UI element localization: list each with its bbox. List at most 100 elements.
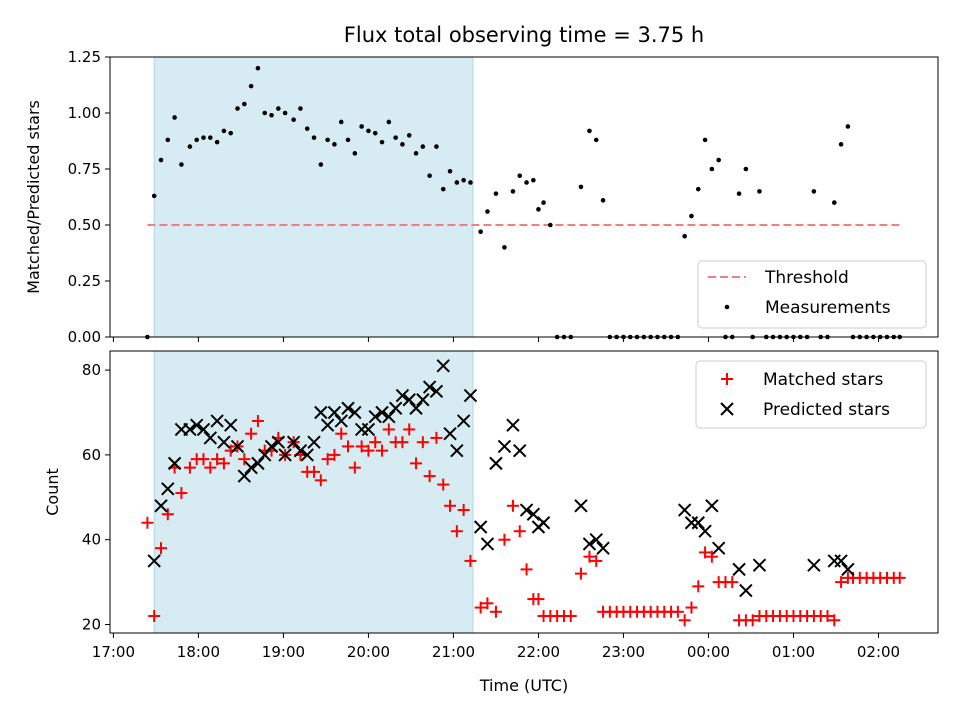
measurement-point bbox=[208, 135, 213, 140]
predicted-stars-point bbox=[473, 520, 488, 534]
measurement-point bbox=[304, 126, 310, 131]
matched-stars-point bbox=[342, 440, 355, 453]
predicted-stars-point bbox=[395, 388, 410, 403]
predicted-stars-point bbox=[416, 393, 430, 407]
measurement-point bbox=[831, 200, 837, 205]
matched-stars-point bbox=[726, 576, 739, 589]
matched-stars-point bbox=[583, 550, 596, 563]
ratio-legend-box bbox=[697, 260, 927, 329]
x-tick-label: 19:00 bbox=[262, 643, 305, 661]
predicted-stars-point bbox=[698, 524, 712, 538]
measurement-point bbox=[716, 157, 721, 163]
measurement-point bbox=[548, 222, 553, 228]
predicted-stars-point bbox=[196, 422, 211, 437]
predicted-stars-point bbox=[161, 482, 175, 496]
measurement-point bbox=[447, 168, 453, 174]
predicted-stars-point bbox=[402, 393, 416, 407]
measurement-point bbox=[695, 186, 701, 192]
predicted-stars-point bbox=[513, 443, 527, 458]
measurement-point bbox=[221, 128, 227, 134]
predicted-stars-point bbox=[480, 537, 495, 551]
measurement-point bbox=[298, 106, 303, 111]
measurement-point bbox=[332, 142, 337, 147]
predicted-stars-point bbox=[154, 499, 168, 513]
predicted-stars-point bbox=[436, 359, 450, 373]
measurement-point bbox=[510, 189, 516, 194]
predicted-stars-point bbox=[463, 388, 478, 403]
legend-measurements-label: Measurements bbox=[765, 298, 891, 318]
measurement-point bbox=[158, 157, 164, 163]
predicted-stars-point bbox=[732, 562, 746, 577]
matched-stars-point bbox=[590, 554, 603, 567]
predicted-stars-point bbox=[278, 448, 292, 462]
measurement-point bbox=[386, 119, 392, 125]
predicted-stars-point bbox=[348, 405, 362, 420]
measurement-point bbox=[359, 124, 364, 129]
measurement-point bbox=[413, 151, 419, 156]
measurement-point bbox=[325, 137, 330, 143]
matched-stars-point bbox=[705, 550, 718, 563]
matched-stars-point bbox=[403, 423, 416, 436]
measurement-point bbox=[536, 207, 541, 212]
measurement-point bbox=[406, 133, 412, 138]
matched-stars-point bbox=[161, 508, 174, 521]
matched-stars-point bbox=[217, 457, 230, 470]
matched-stars-point bbox=[671, 605, 684, 618]
predicted-stars-point bbox=[224, 418, 238, 432]
predicted-stars-point bbox=[834, 554, 848, 568]
predicted-stars-point bbox=[450, 443, 464, 458]
measurement-point bbox=[689, 213, 694, 219]
matched-stars-point bbox=[197, 453, 210, 466]
ratio-y-tick-label: 0.50 bbox=[68, 216, 101, 234]
matched-stars-point bbox=[141, 516, 154, 529]
matched-stars-point bbox=[481, 597, 494, 610]
matched-stars-point bbox=[457, 504, 470, 517]
measurement-point bbox=[311, 135, 317, 140]
ratio-y-tick-label: 1.25 bbox=[68, 48, 101, 66]
measurement-point bbox=[242, 101, 247, 107]
matched-stars-point bbox=[224, 444, 237, 457]
measurement-point bbox=[400, 142, 405, 147]
predicted-stars-point bbox=[691, 516, 705, 530]
measurement-point bbox=[578, 184, 584, 190]
measurement-point bbox=[194, 137, 200, 143]
predicted-stars-point bbox=[677, 503, 692, 517]
count-legend: Matched stars Predicted stars bbox=[695, 360, 927, 429]
measurement-point bbox=[736, 191, 742, 196]
predicted-stars-point bbox=[711, 541, 726, 555]
matched-stars-point bbox=[489, 605, 502, 618]
matched-stars-point bbox=[746, 614, 759, 627]
matched-stars-point bbox=[574, 567, 587, 580]
x-tick-label: 17:00 bbox=[92, 643, 135, 661]
predicted-stars-point bbox=[409, 401, 423, 415]
measurement-point bbox=[524, 180, 529, 185]
matched-stars-point bbox=[437, 478, 450, 491]
predicted-stars-point bbox=[582, 537, 597, 551]
matched-stars-point bbox=[678, 614, 691, 627]
measurement-point bbox=[838, 142, 844, 147]
predicted-stars-point bbox=[807, 558, 821, 572]
predicted-stars-point bbox=[341, 401, 355, 415]
matched-stars-point bbox=[245, 427, 258, 440]
matched-stars-point bbox=[520, 563, 533, 576]
measurement-point bbox=[282, 110, 288, 116]
measurement-point bbox=[427, 173, 432, 179]
measurement-point bbox=[485, 209, 490, 214]
predicted-stars-point bbox=[271, 435, 286, 449]
predicted-stars-point bbox=[489, 456, 503, 471]
measurement-point bbox=[600, 198, 606, 203]
predicted-stars-point bbox=[429, 384, 444, 398]
matched-stars-point bbox=[423, 470, 436, 483]
predicted-stars-point bbox=[217, 435, 231, 449]
matched-stars-point bbox=[335, 427, 348, 440]
measurement-point bbox=[179, 162, 184, 167]
measurement-point bbox=[372, 130, 378, 136]
predicted-stars-point bbox=[589, 532, 603, 547]
matched-stars-point bbox=[355, 440, 368, 453]
matched-stars-point bbox=[821, 610, 834, 623]
predicted-stars-point bbox=[300, 448, 314, 462]
matched-stars-point bbox=[474, 601, 487, 614]
measurement-point bbox=[291, 117, 296, 123]
predicted-stars-point bbox=[237, 469, 252, 483]
matched-stars-point bbox=[450, 525, 463, 538]
